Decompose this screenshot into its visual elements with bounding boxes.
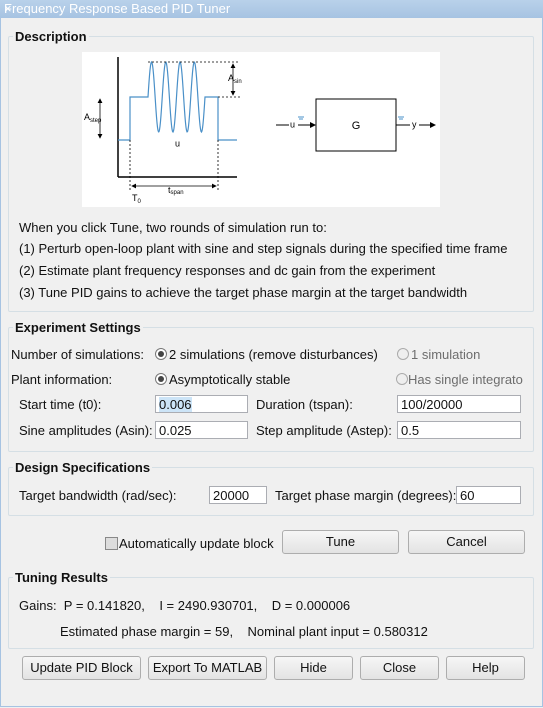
description-line: When you click Tune, two rounds of simul… (19, 220, 327, 235)
radio[interactable] (396, 373, 408, 385)
description-group: Description (8, 29, 534, 312)
group-title: Description (13, 29, 89, 44)
input-label: u (290, 119, 295, 129)
t0-label: T0 (132, 193, 142, 204)
input-value: 0.006 (159, 397, 192, 412)
block-label: G (352, 120, 361, 132)
title-bar: Frequency Response Based PID Tuner × (0, 0, 543, 18)
signal-label: u (175, 138, 180, 148)
checkbox[interactable] (105, 537, 118, 550)
radio-label[interactable]: 2 simulations (remove disturbances) (169, 347, 378, 362)
text-input[interactable]: 20000 (209, 486, 267, 504)
description-line: (3) Tune PID gains to achieve the target… (19, 285, 468, 300)
description-line: (2) Estimate plant frequency responses a… (19, 263, 436, 278)
field-label: Start time (t0): (19, 397, 102, 412)
checkbox-label[interactable]: Automatically update block (119, 536, 274, 551)
text-input[interactable]: 60 (456, 486, 521, 504)
text-input[interactable]: 0.025 (155, 421, 248, 439)
field-label: Number of simulations: (11, 347, 144, 362)
text-input[interactable]: 0.006 (155, 395, 248, 413)
description-figure: Astep Asin u T0 tspan G u y (82, 52, 440, 207)
field-label: Duration (tspan): (256, 397, 353, 412)
radio-label[interactable]: 1 simulation (411, 347, 481, 362)
experiment-group: Experiment Settings (8, 320, 534, 452)
design-group: Design Specifications (8, 460, 534, 516)
description-line: (1) Perturb open-loop plant with sine an… (19, 241, 508, 256)
field-label: Target phase margin (degrees): (275, 488, 457, 503)
radio[interactable] (397, 348, 409, 360)
group-title: Tuning Results (13, 570, 110, 585)
cancel-button[interactable]: Cancel (408, 530, 525, 554)
radio-label[interactable]: Asymptotically stable (169, 372, 291, 387)
output-label: y (412, 119, 417, 129)
close-window[interactable]: × (4, 1, 12, 16)
window-title: Frequency Response Based PID Tuner (4, 1, 231, 16)
field-label: Plant information: (11, 372, 113, 387)
help-button[interactable]: Help (446, 656, 525, 680)
text-input[interactable]: 100/20000 (397, 395, 521, 413)
text-input[interactable]: 0.5 (397, 421, 521, 439)
field-label: Target bandwidth (rad/sec): (19, 488, 177, 503)
a-step-label: Astep (84, 112, 102, 123)
summary-text: Estimated phase margin = 59, Nominal pla… (60, 624, 428, 639)
group-title: Design Specifications (13, 460, 153, 475)
close-button[interactable]: Close (360, 656, 439, 680)
radio-label[interactable]: Has single integrato (408, 372, 523, 387)
tspan-label: tspan (168, 185, 184, 195)
hide-button[interactable]: Hide (274, 656, 353, 680)
gains-text: Gains: P = 0.141820, I = 2490.930701, D … (19, 598, 351, 613)
signal-wave (118, 60, 237, 141)
radio[interactable] (155, 373, 167, 385)
update-button[interactable]: Update PID Block (22, 656, 141, 680)
group-title: Experiment Settings (13, 320, 143, 335)
tune-button[interactable]: Tune (282, 530, 399, 554)
results-group: Tuning Results (8, 570, 534, 649)
field-label: Step amplitude (Astep): (256, 423, 392, 438)
field-label: Sine amplitudes (Asin): (19, 423, 153, 438)
a-sin-label: Asin (228, 73, 242, 84)
export-button[interactable]: Export To MATLAB (148, 656, 267, 680)
radio[interactable] (155, 348, 167, 360)
